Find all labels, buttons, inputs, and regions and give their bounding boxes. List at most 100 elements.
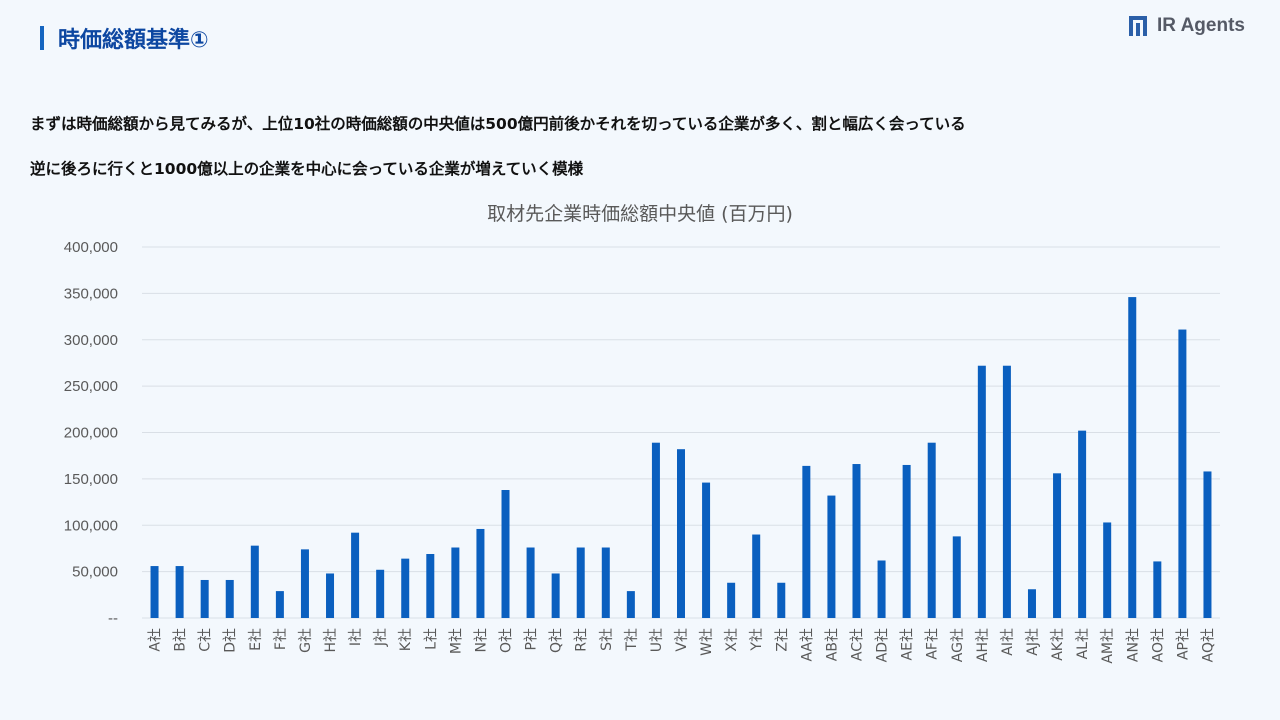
y-tick-label: 100,000 xyxy=(64,517,118,534)
bar xyxy=(526,547,535,618)
x-tick-label: AC社 xyxy=(849,628,865,661)
x-tick-label: N社 xyxy=(473,628,489,652)
bar xyxy=(401,558,410,618)
x-tick-label: AQ社 xyxy=(1200,628,1216,662)
bar xyxy=(777,582,786,618)
title-accent-bar xyxy=(40,26,44,50)
x-tick-label: W社 xyxy=(699,628,715,656)
x-tick-label: G社 xyxy=(298,628,314,653)
logo-icon xyxy=(1129,16,1147,36)
x-tick-label: AE社 xyxy=(900,628,916,660)
x-tick-label: AI社 xyxy=(1000,628,1016,656)
bar xyxy=(677,449,685,618)
bar xyxy=(250,545,259,618)
bar xyxy=(877,560,886,618)
bar xyxy=(727,582,736,618)
x-tick-label: U社 xyxy=(649,628,665,652)
logo: IR Agents xyxy=(1127,14,1245,38)
y-tick-label: 50,000 xyxy=(72,564,118,581)
logo-text: IR Agents xyxy=(1157,15,1245,36)
x-tick-label: I社 xyxy=(348,628,364,646)
x-tick-label: AJ社 xyxy=(1025,628,1041,656)
x-tick-label: S社 xyxy=(599,628,615,651)
bar xyxy=(451,547,460,618)
x-tick-label: B社 xyxy=(173,628,189,652)
bar xyxy=(977,365,986,618)
x-tick-label: Y社 xyxy=(749,628,765,652)
bar xyxy=(827,495,836,618)
x-tick-label: AO社 xyxy=(1150,628,1166,662)
x-tick-label: AA社 xyxy=(799,628,815,662)
bar xyxy=(1078,430,1087,618)
bar xyxy=(200,579,209,618)
x-tick-label: AG社 xyxy=(950,628,966,662)
bar xyxy=(300,549,309,618)
bar xyxy=(1128,297,1137,618)
bar xyxy=(225,579,234,618)
x-tick-label: AM社 xyxy=(1100,628,1116,664)
y-tick-label: 250,000 xyxy=(64,378,118,395)
bar xyxy=(1153,561,1162,618)
x-tick-label: AD社 xyxy=(875,628,891,662)
x-tick-label: AH社 xyxy=(975,628,991,662)
bar xyxy=(902,464,911,618)
x-tick-label: AP社 xyxy=(1175,628,1191,660)
x-tick-label: O社 xyxy=(499,628,515,653)
x-tick-label: D社 xyxy=(223,628,239,653)
bar xyxy=(175,566,184,618)
x-tick-label: E社 xyxy=(248,628,264,651)
x-tick-label: AK社 xyxy=(1050,628,1066,661)
bar xyxy=(376,569,385,618)
bar xyxy=(952,536,961,618)
bar xyxy=(626,591,635,618)
bar xyxy=(1178,329,1187,618)
page-title: 時価総額基準① xyxy=(58,28,209,53)
x-tick-label: H社 xyxy=(323,628,339,653)
x-tick-label: Z社 xyxy=(774,628,790,652)
bar xyxy=(576,547,585,618)
description-line-1: まずは時価総額から見てみるが、上位10社の時価総額の中央値は500億円前後かそれ… xyxy=(30,115,966,133)
x-tick-label: X社 xyxy=(724,628,740,652)
bar xyxy=(326,573,335,618)
x-tick-label: Q社 xyxy=(549,628,565,653)
bar xyxy=(1053,473,1062,618)
bar xyxy=(1203,471,1212,618)
x-tick-label: K社 xyxy=(398,628,414,651)
x-tick-label: T社 xyxy=(624,628,640,652)
x-tick-label: F社 xyxy=(273,628,289,650)
y-tick-label: 200,000 xyxy=(64,425,118,442)
x-tick-label: V社 xyxy=(674,628,690,652)
bar xyxy=(927,442,936,618)
bar xyxy=(651,442,660,618)
x-tick-label: R社 xyxy=(574,628,590,652)
bar xyxy=(1103,522,1112,618)
bar xyxy=(476,528,485,618)
x-tick-label: C社 xyxy=(198,628,214,652)
bar xyxy=(501,490,510,618)
bar xyxy=(852,464,861,618)
bar xyxy=(702,482,711,618)
x-tick-label: P社 xyxy=(524,628,540,650)
description-line-2: 逆に後ろに行くと1000億以上の企業を中心に会っている企業が増えていく模様 xyxy=(30,160,584,178)
y-tick-label: -- xyxy=(108,610,118,627)
y-tick-label: 150,000 xyxy=(64,471,118,488)
bar xyxy=(752,534,761,618)
x-tick-label: J社 xyxy=(373,628,389,647)
x-tick-label: AL社 xyxy=(1075,628,1091,659)
x-tick-label: M社 xyxy=(448,628,464,654)
bar xyxy=(351,532,360,618)
bar xyxy=(551,573,560,618)
y-tick-label: 400,000 xyxy=(64,239,118,256)
y-tick-label: 300,000 xyxy=(64,332,118,349)
bar xyxy=(1027,589,1036,618)
y-tick-label: 350,000 xyxy=(64,285,118,302)
x-tick-label: AF社 xyxy=(925,628,941,660)
x-tick-label: AB社 xyxy=(824,628,840,661)
bar xyxy=(601,547,610,618)
x-tick-label: A社 xyxy=(148,628,164,652)
bar xyxy=(275,591,284,618)
bar xyxy=(1002,365,1011,618)
bar xyxy=(426,554,435,618)
bar xyxy=(802,465,811,618)
